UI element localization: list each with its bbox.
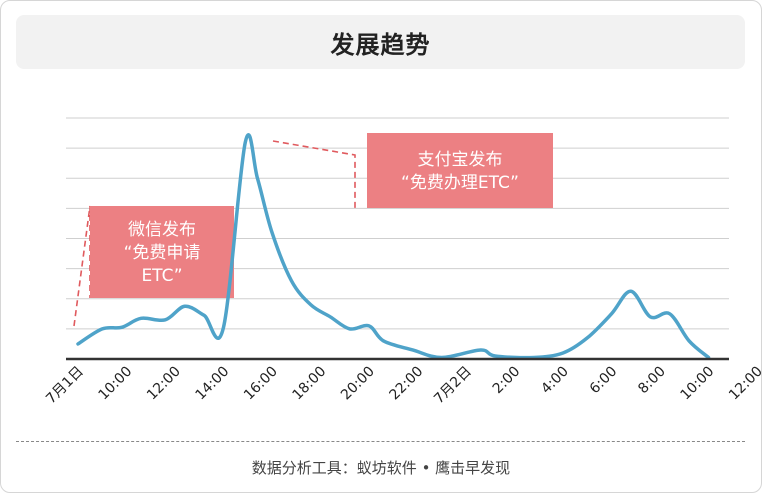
x-tick-label: 14:00 xyxy=(192,364,232,404)
x-tick-label: 7月1日 xyxy=(43,364,87,408)
annotations: 微信发布 “免费申请 ETC” 支付宝发布 “免费办理ETC” xyxy=(73,133,553,327)
annotation-text: 微信发布 xyxy=(128,220,196,240)
x-tick-label: 20:00 xyxy=(338,364,378,404)
annotation-box xyxy=(367,133,553,208)
x-tick-label: 18:00 xyxy=(289,364,329,404)
x-tick-label: 2:00 xyxy=(490,364,524,398)
x-tick-label: 4:00 xyxy=(538,364,572,398)
annotation-text: ETC” xyxy=(141,266,182,286)
x-tick-label: 8:00 xyxy=(635,364,669,398)
footer-source: 数据分析工具：蚁坊软件 • 鹰击早发现 xyxy=(251,459,511,477)
x-tick-label: 10:00 xyxy=(95,364,135,404)
annotation-box xyxy=(90,206,234,298)
footer-divider xyxy=(16,441,745,442)
x-tick-label: 10:00 xyxy=(677,364,717,404)
chart-title: 发展趋势 xyxy=(330,30,431,59)
x-tick-label: 22:00 xyxy=(386,364,426,404)
annotation-text: 支付宝发布 xyxy=(418,150,503,170)
x-tick-label: 12:00 xyxy=(144,364,184,404)
x-tick-label: 16:00 xyxy=(241,364,281,404)
series-line xyxy=(76,133,711,360)
annotation-text: “免费申请 xyxy=(124,243,201,263)
annotation-leader-line xyxy=(73,205,91,327)
x-tick-label: 6:00 xyxy=(587,364,621,398)
x-tick-label: 12:00 xyxy=(726,364,762,404)
x-tick-label: 7月2日 xyxy=(431,364,475,408)
title-bar: 发展趋势 xyxy=(16,15,745,69)
x-tick-labels: 7月1日 10:00 12:00 14:00 16:00 18:00 20:00 22:00 7… xyxy=(43,364,762,408)
annotation-text: “免费办理ETC” xyxy=(401,173,519,193)
annotation-leader-line xyxy=(272,140,356,208)
